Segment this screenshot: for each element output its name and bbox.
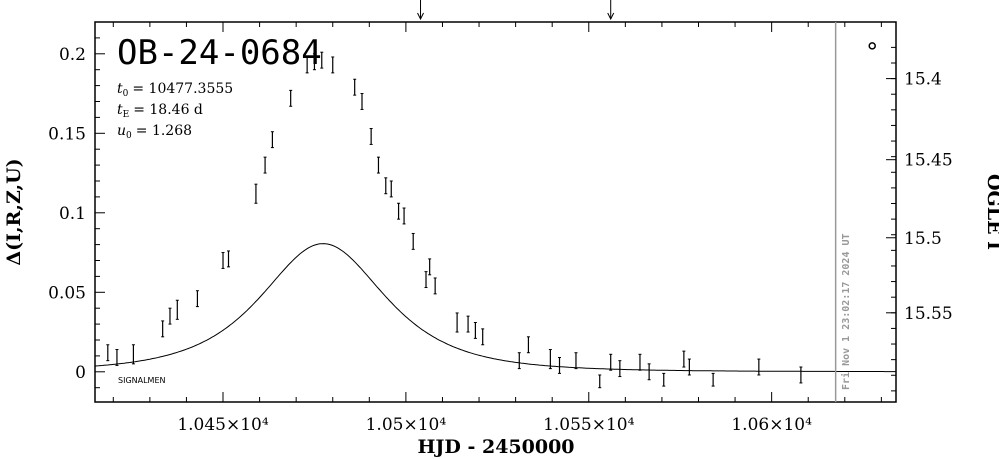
data-point xyxy=(574,352,578,370)
y-left-tick-label: 0.2 xyxy=(59,45,86,65)
corner-label: SIGNALMEN xyxy=(118,376,166,385)
param-line: t0 = 10477.3555 xyxy=(117,81,233,99)
data-points xyxy=(106,51,803,389)
x-tick-label: 1.045×10⁴ xyxy=(177,415,269,435)
data-point xyxy=(466,315,470,333)
data-point xyxy=(638,353,642,371)
data-point xyxy=(289,89,293,107)
data-point xyxy=(376,156,380,174)
data-point xyxy=(473,322,477,339)
timestamp-stamp: Fri Nov 1 23:02:17 2024 UT xyxy=(840,233,852,390)
plot-frame xyxy=(94,21,897,403)
y-right-axis-title: OGLE I xyxy=(983,174,999,250)
data-point xyxy=(397,202,401,220)
data-point xyxy=(687,358,691,376)
data-point xyxy=(227,250,230,268)
data-point xyxy=(682,350,686,368)
data-point xyxy=(168,307,172,325)
down-arrow-icon xyxy=(607,0,615,21)
x-tick-label: 1.05×10⁴ xyxy=(366,415,447,435)
chart-title: OB-24-0684 xyxy=(117,33,322,73)
data-point xyxy=(411,232,415,250)
data-point xyxy=(402,207,406,225)
data-point xyxy=(360,93,364,110)
data-point xyxy=(799,366,803,384)
data-point xyxy=(647,363,651,381)
data-point xyxy=(428,258,432,276)
y-right-tick-label: 15.5 xyxy=(904,229,942,249)
y-left-tick-labels: 0 0.05 0.1 0.15 0.2 xyxy=(48,45,86,383)
top-arrows xyxy=(417,0,615,21)
fit-parameters: t0 = 10477.3555 tE = 18.46 d u0 = 1.268 xyxy=(117,81,233,141)
x-tick-label: 1.055×10⁴ xyxy=(543,415,635,435)
data-point xyxy=(598,374,602,389)
circle-marker xyxy=(868,42,876,50)
data-point xyxy=(270,131,274,149)
data-point xyxy=(353,78,357,96)
x-axis-title: HJD - 2450000 xyxy=(417,436,574,458)
down-arrow-icon xyxy=(417,0,424,21)
model-curve xyxy=(94,243,896,373)
data-point xyxy=(254,183,258,204)
y-left-tick-label: 0 xyxy=(75,363,86,383)
x-tick-labels: 1.045×10⁴ 1.05×10⁴ 1.055×10⁴ 1.06×10⁴ xyxy=(177,415,812,435)
data-point xyxy=(609,353,613,371)
data-point xyxy=(175,299,179,320)
arrow-head xyxy=(417,12,424,21)
y-right-tick-labels: 15.4 15.45 15.5 15.55 xyxy=(904,70,953,324)
data-point xyxy=(131,344,135,365)
arrow-head xyxy=(607,12,615,21)
data-point xyxy=(548,349,552,370)
data-point xyxy=(331,56,335,74)
data-point xyxy=(711,372,715,387)
data-point xyxy=(517,352,521,370)
data-point xyxy=(558,356,562,374)
y-left-axis-title: Δ(I,R,Z,U) xyxy=(3,158,25,265)
y-right-tick-label: 15.55 xyxy=(904,304,953,324)
data-point xyxy=(263,156,267,174)
y-left-tick-label: 0.05 xyxy=(48,283,86,303)
data-point xyxy=(757,358,761,376)
data-point xyxy=(433,277,437,295)
data-point xyxy=(662,372,666,387)
param-line: u0 = 1.268 xyxy=(117,123,192,141)
y-left-tick-label: 0.15 xyxy=(48,124,86,144)
param-line: tE = 18.46 d xyxy=(117,102,203,120)
data-point xyxy=(312,53,316,71)
x-tick-label: 1.06×10⁴ xyxy=(731,415,812,435)
data-point xyxy=(618,360,622,378)
y-left-tick-label: 0.1 xyxy=(59,204,86,224)
data-point xyxy=(115,349,119,366)
data-point xyxy=(221,252,225,269)
data-point xyxy=(389,180,393,198)
data-point xyxy=(424,271,428,289)
data-point xyxy=(305,56,309,74)
data-point xyxy=(195,290,199,308)
data-point xyxy=(106,344,110,362)
data-point xyxy=(481,328,485,346)
data-point xyxy=(526,336,530,354)
data-point xyxy=(455,312,459,333)
data-point xyxy=(369,128,373,145)
axis-ticks xyxy=(95,21,896,402)
data-point xyxy=(161,320,165,338)
y-right-tick-label: 15.4 xyxy=(904,70,942,90)
y-right-tick-label: 15.45 xyxy=(904,151,953,171)
data-point xyxy=(384,177,388,195)
data-point xyxy=(320,51,324,69)
